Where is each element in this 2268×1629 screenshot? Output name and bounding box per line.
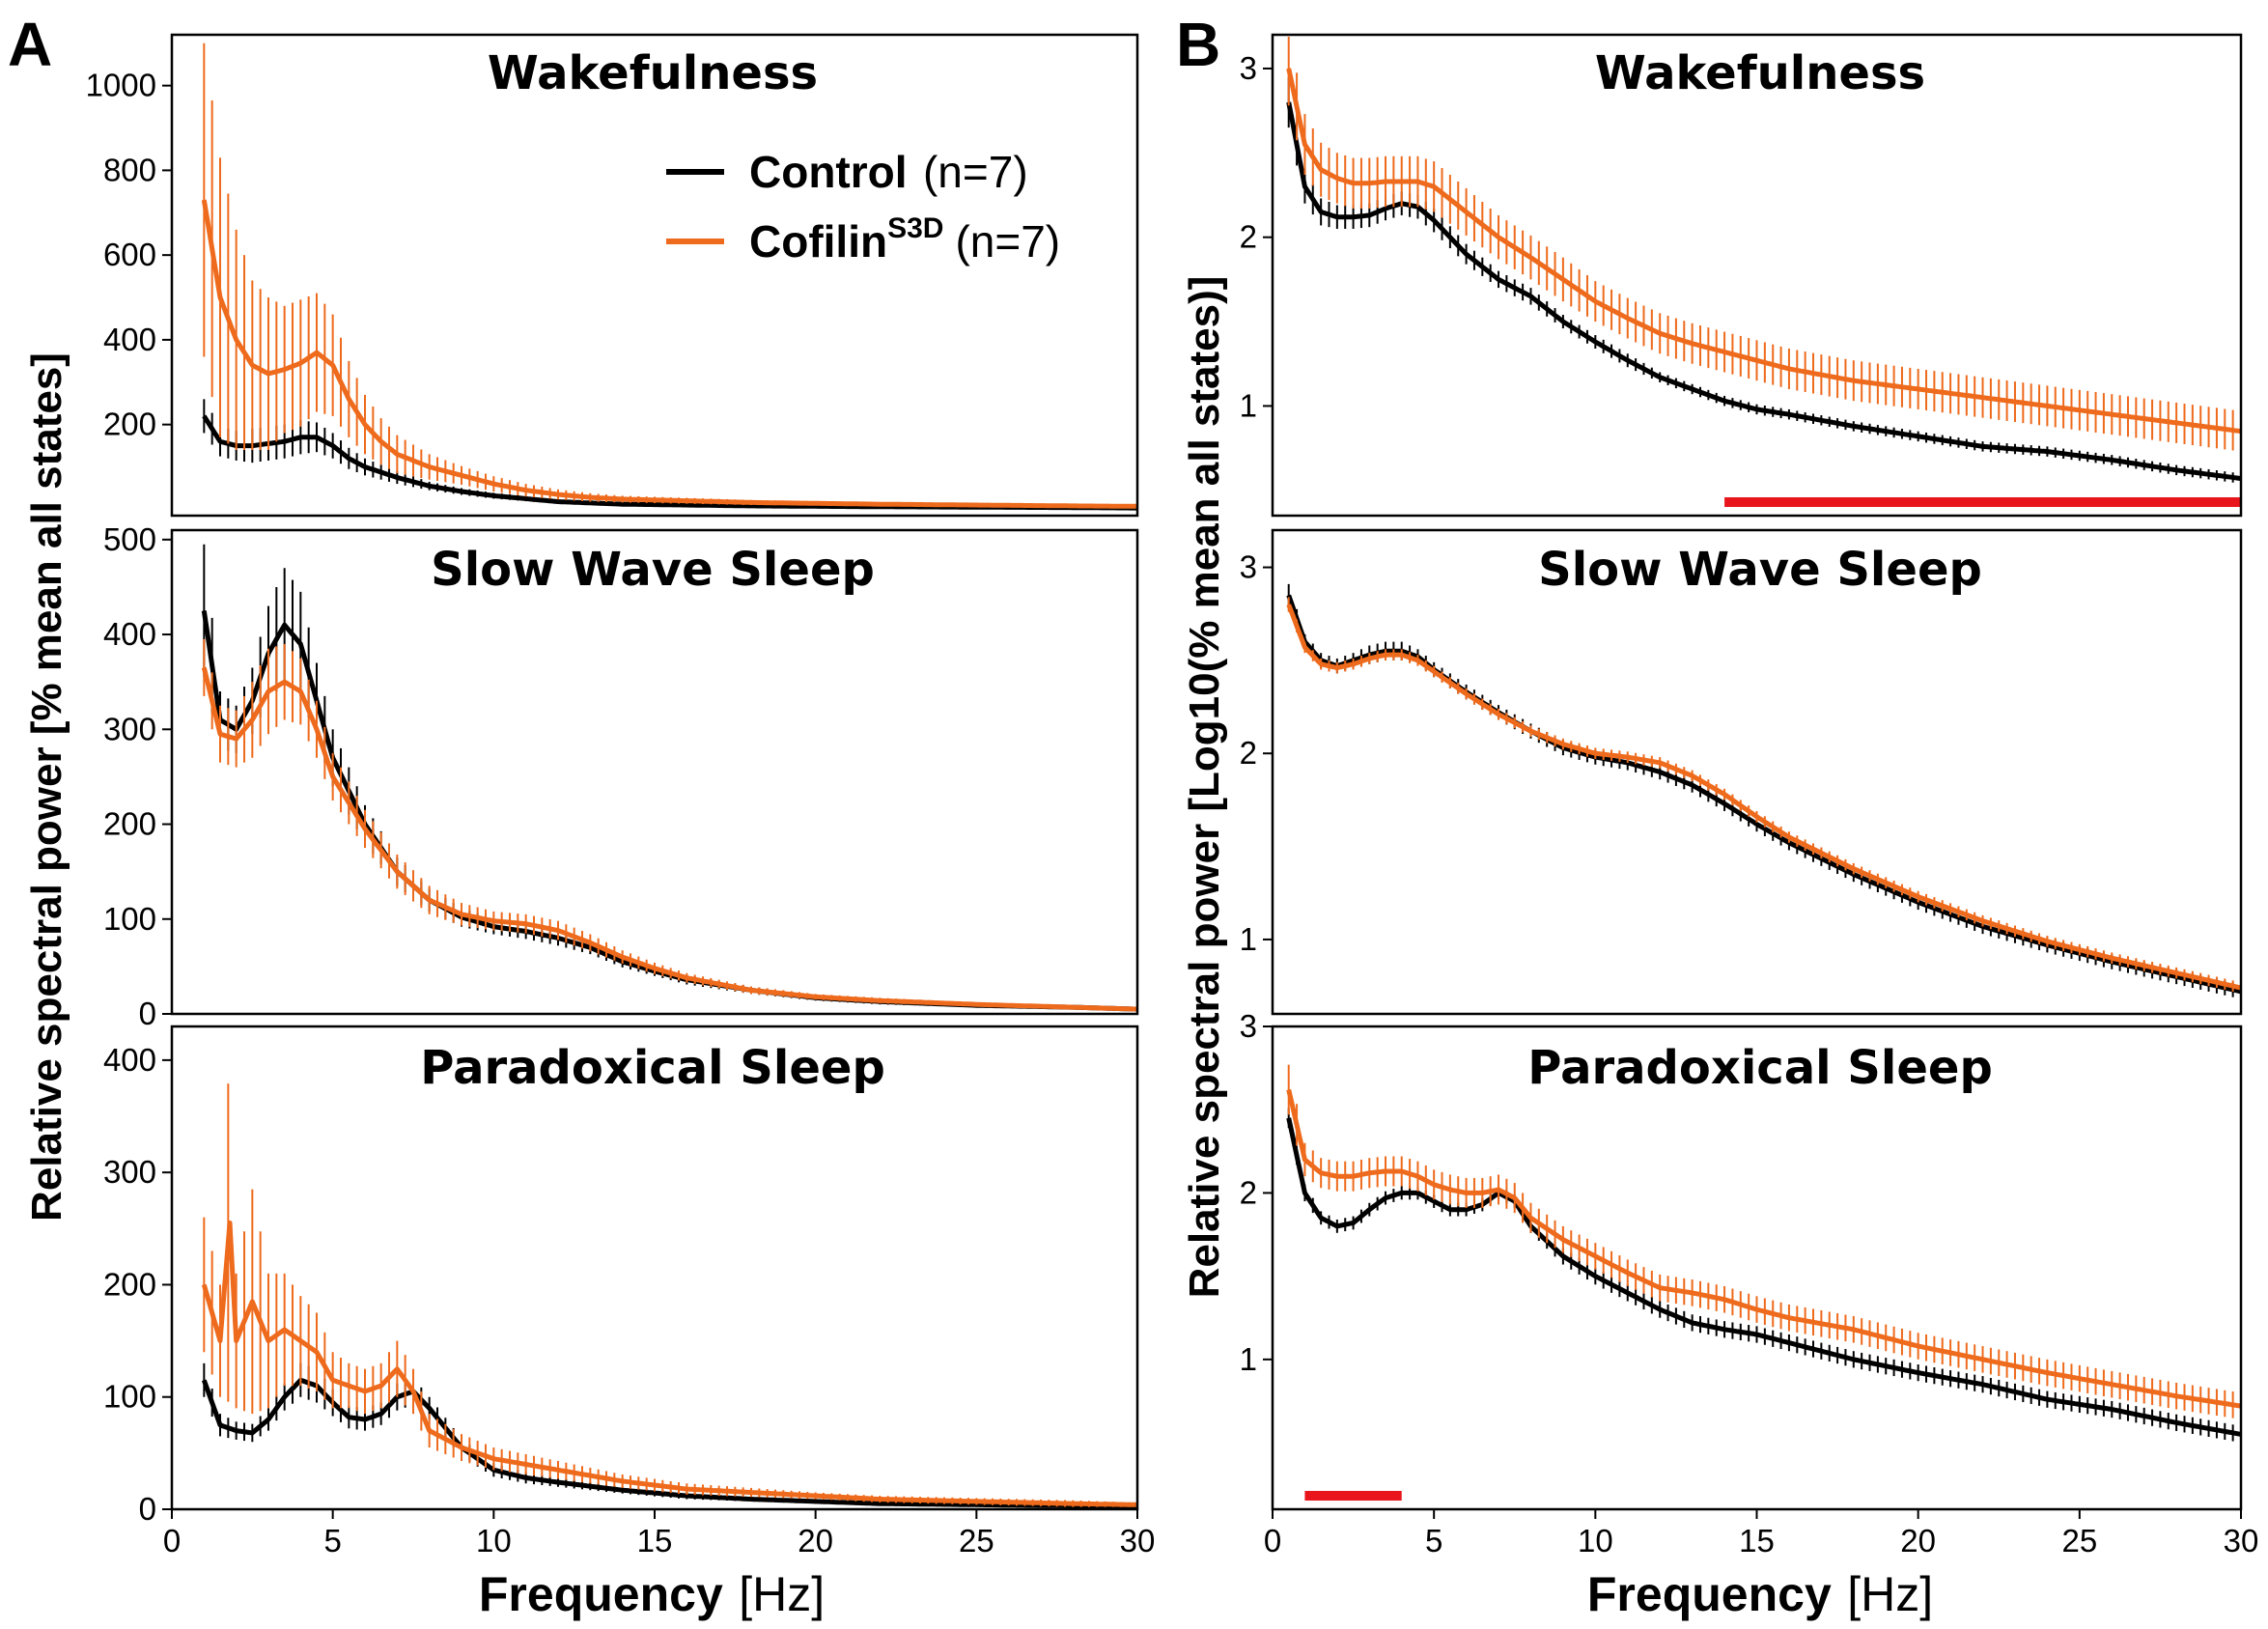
y-tick-label-a-wake-2: 600 [103,237,156,272]
y-tick-label-a-ps-1: 100 [103,1379,156,1415]
legend-cofilin-sup: S3D [887,212,943,244]
series-line-b-wake-cofilin [1286,68,2242,435]
series-line-a-ps-control [201,1377,1137,1508]
series-line-b-ps-control [1286,1117,2242,1437]
legend-control-name: Control [749,147,908,197]
y-tick-label-a-sws-3: 300 [103,711,156,746]
x-tick-label-a-ps-2: 10 [476,1523,512,1559]
series-line-b-sws-cofilin [1286,604,2242,991]
y-tick-label-a-ps-2: 200 [103,1266,156,1302]
title-a-ps: Paradoxical Sleep [420,1041,885,1095]
x-tick-label-b-ps-4: 20 [1900,1523,1936,1559]
x-tick-label-b-ps-5: 25 [2061,1523,2097,1559]
x-tick-label-b-ps-0: 0 [1264,1523,1281,1559]
x-axis-label-b-unit: [Hz] [1847,1567,1933,1621]
y-tick-label-b-ps-0: 1 [1240,1341,1257,1377]
subplot-a-ps: 0 100 200 300 400 0 5 10 15 20 25 30 [103,1025,1156,1559]
y-tick-label-a-ps-4: 400 [103,1042,156,1078]
x-tick-label-b-ps-6: 30 [2224,1523,2259,1559]
y-tick-label-a-ps-0: 0 [139,1491,156,1527]
title-a-wake: Wakefulness [488,46,818,100]
legend-cofilin-n: (n=7) [955,216,1060,267]
y-tick-label-b-ps-1: 2 [1240,1174,1257,1210]
series-line-b-ps-cofilin [1286,1088,2242,1409]
legend-control-n: (n=7) [923,147,1028,197]
x-tick-label-a-ps-3: 15 [637,1523,673,1559]
x-axis-label-a: Frequency [Hz] [479,1567,825,1621]
title-b-sws: Slow Wave Sleep [1538,543,1982,597]
y-tick-label-b-sws-2: 3 [1240,549,1257,585]
title-b-wake: Wakefulness [1595,46,1925,100]
x-tick-label-b-ps-2: 10 [1578,1523,1613,1559]
y-tick-label-b-wake-0: 1 [1240,387,1257,423]
y-axis-label-b: Relative spectral power [Log10(% mean al… [1181,276,1228,1299]
series-line-a-sws-cofilin [201,666,1138,1012]
x-axis-label-a-name: Frequency [479,1567,723,1621]
y-tick-label-b-sws-0: 1 [1240,921,1257,957]
axes-frame-a-wake [170,33,1139,518]
y-tick-label-a-sws-0: 0 [139,996,156,1031]
x-tick-label-a-ps-1: 5 [323,1523,341,1559]
x-tick-label-a-ps-5: 25 [959,1523,994,1559]
x-axis-label-b-name: Frequency [1587,1567,1832,1621]
subplot-a-sws: 0 100 200 300 400 500 [103,521,1139,1031]
y-tick-label-a-wake-3: 800 [103,152,156,187]
y-tick-label-a-sws-5: 500 [103,521,156,557]
title-a-sws: Slow Wave Sleep [431,543,875,597]
subplot-b-wake: 1 2 3 [1240,33,2243,518]
y-tick-label-a-sws-4: 400 [103,616,156,652]
subplot-a-wake: 200 400 600 800 1000 [86,33,1139,518]
x-axis-label-a-unit: [Hz] [739,1567,825,1621]
y-tick-label-a-sws-2: 200 [103,806,156,842]
axes-frame-b-sws [1271,528,2243,1016]
title-b-ps: Paradoxical Sleep [1527,1041,1993,1095]
x-tick-label-b-ps-3: 15 [1739,1523,1775,1559]
axes-frame-a-sws [170,528,1139,1016]
x-tick-label-a-ps-6: 30 [1120,1523,1156,1559]
axes-frame-b-ps [1271,1025,2243,1511]
y-tick-label-a-sws-1: 100 [103,901,156,937]
axes-frame-b-wake [1271,33,2243,518]
series-line-a-wake-cofilin [201,199,1137,509]
plot-area: 2004006008001000010020030040050001002003… [86,33,2259,1559]
series-line-b-wake-control [1286,101,2242,482]
legend: Control (n=7) CofilinS3D (n=7) [666,147,1060,267]
panel-label-a: A [8,10,52,79]
legend-cofilin-name: Cofilin [749,216,887,267]
x-tick-label-a-ps-4: 20 [798,1523,833,1559]
x-axis-label-b: Frequency [Hz] [1587,1567,1933,1621]
y-tick-label-b-wake-1: 2 [1240,219,1257,255]
x-tick-label-b-ps-1: 5 [1425,1523,1442,1559]
x-tick-label-a-ps-0: 0 [163,1523,181,1559]
panel-label-b: B [1176,10,1220,79]
y-tick-label-b-ps-2: 3 [1240,1008,1257,1044]
y-tick-label-b-wake-2: 3 [1240,50,1257,86]
y-tick-label-a-wake-4: 1000 [86,68,156,103]
axes-frame-a-ps [170,1025,1139,1511]
y-tick-label-a-ps-3: 300 [103,1154,156,1190]
y-tick-label-a-wake-1: 400 [103,322,156,357]
series-line-a-ps-cofilin [201,1221,1137,1507]
subplot-b-sws: 1 2 3 [1240,528,2243,1016]
y-tick-label-b-sws-1: 2 [1240,735,1257,771]
legend-cofilin-label: CofilinS3D (n=7) [749,212,1060,267]
legend-control-label: Control (n=7) [749,147,1028,197]
y-tick-label-a-wake-0: 200 [103,407,156,442]
y-axis-label-a: Relative spectral power [% mean all stat… [23,352,70,1222]
